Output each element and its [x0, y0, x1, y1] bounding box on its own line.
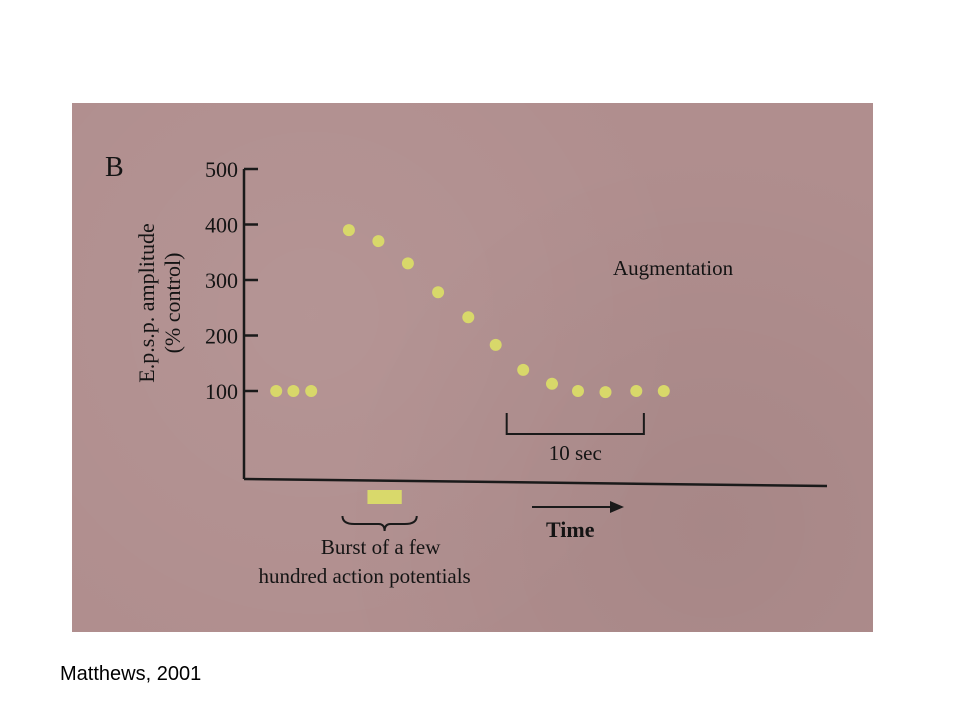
y-tick-label: 200	[205, 324, 238, 349]
data-point	[599, 386, 612, 399]
data-point	[462, 311, 475, 324]
figure-caption: Matthews, 2001	[60, 663, 202, 685]
data-point	[401, 257, 414, 270]
y-axis-label-line1: E.p.s.p. amplitude	[134, 223, 159, 382]
data-point	[572, 385, 584, 397]
y-tick-label: 100	[205, 379, 238, 404]
data-point	[517, 363, 530, 376]
time-arrow	[532, 501, 624, 513]
data-point	[657, 385, 670, 397]
scale-bar-label: 10 sec	[549, 441, 602, 465]
data-point	[489, 338, 502, 351]
stimulus-brace	[341, 515, 418, 532]
augmentation-label: Augmentation	[613, 256, 734, 280]
y-ticks: 100 200 300 400 500	[205, 157, 258, 404]
y-axis-label: E.p.s.p. amplitude (% control)	[134, 223, 185, 382]
data-point	[432, 286, 445, 299]
y-axis-label-line2: (% control)	[160, 253, 185, 354]
data-point	[270, 385, 283, 397]
data-point	[372, 235, 385, 248]
data-point	[287, 385, 300, 397]
y-tick-label: 400	[205, 213, 238, 238]
data-points	[270, 224, 670, 399]
y-tick-label: 500	[205, 157, 238, 182]
data-point	[305, 385, 318, 397]
data-point	[630, 385, 643, 397]
data-point	[342, 224, 355, 237]
stimulus-label-line1: Burst of a few	[321, 535, 441, 559]
panel-label: B	[105, 152, 124, 183]
axes	[242, 169, 828, 488]
data-point	[546, 377, 558, 390]
scale-bar	[505, 413, 645, 435]
stimulus-bar	[367, 490, 402, 504]
time-label: Time	[546, 517, 595, 542]
y-tick-label: 300	[205, 268, 238, 293]
x-axis-line	[243, 477, 828, 488]
stimulus-label-line2: hundred action potentials	[258, 564, 470, 588]
figure-panel: B E.p.s.p. amplitude (% control) 100 200 3…	[72, 103, 873, 632]
epsp-chart: B E.p.s.p. amplitude (% control) 100 200 3…	[105, 152, 828, 588]
